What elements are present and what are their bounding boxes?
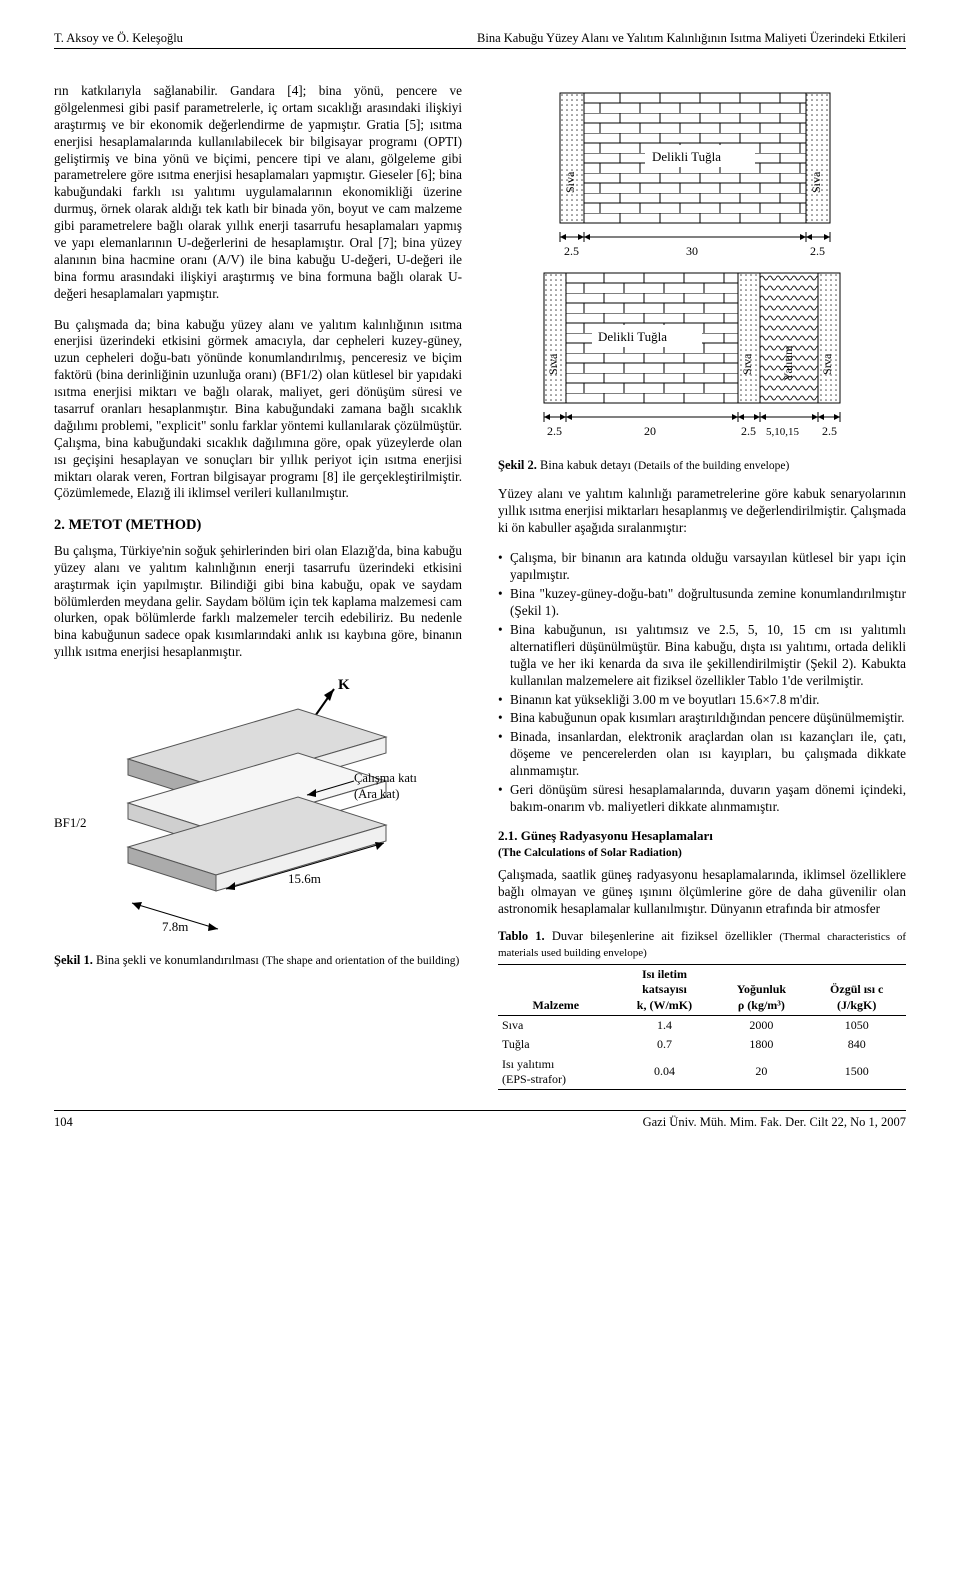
assumption-item: Binada, insanlardan, elektronik araçlard… [498,729,906,780]
left-column: rın katkılarıyla sağlanabilir. Gandara [… [54,83,462,1090]
table-header-cell: Yoğunlukρ (kg/m³) [715,964,807,1015]
assumption-item: Bina kabuğunun opak kısımları araştırıld… [498,710,906,727]
dim-7-8: 7.8m [162,919,188,934]
assumption-item: Bina kabuğunun, ısı yalıtımsız ve 2.5, 5… [498,622,906,690]
intro-paragraph-2: Bu çalışmada da; bina kabuğu yüzey alanı… [54,317,462,503]
table-header-cell: Isı iletimkatsayısık, (W/mK) [614,964,716,1015]
svg-text:2.5: 2.5 [822,424,837,438]
table-cell: 20 [715,1055,807,1090]
table-1: MalzemeIsı iletimkatsayısık, (W/mK)Yoğun… [498,964,906,1091]
siva-mid-2: Sıva [740,353,754,375]
col2-paragraph-2: Çalışmada, saatlik güneş radyasyonu hesa… [498,867,906,918]
table-cell: 1500 [807,1055,906,1090]
table-cell: 840 [807,1035,906,1054]
two-column-layout: rın katkılarıyla sağlanabilir. Gandara [… [54,83,906,1090]
table-row: Isı yalıtımı(EPS-strafor)0.04201500 [498,1055,906,1090]
svg-text:20: 20 [644,424,656,438]
page-footer: 104 Gazi Üniv. Müh. Mim. Fak. Der. Cilt … [54,1110,906,1130]
header-right: Bina Kabuğu Yüzey Alanı ve Yalıtım Kalın… [477,30,906,46]
figure-2-bottom-svg: Delikli Tuğla Sıva Sıva Yalıtım Sıva [522,263,882,453]
footer-left: 104 [54,1114,73,1130]
figure-2-caption: Şekil 2. Bina kabuk detayı (Details of t… [498,457,906,474]
delikli-tugla-label-1: Delikli Tuğla [652,149,721,164]
svg-text:5,10,15: 5,10,15 [766,426,800,438]
figure-1-svg: K [54,675,394,935]
table-row: Tuğla0.71800840 [498,1035,906,1054]
table-cell: Sıva [498,1016,614,1036]
yalitim-label: Yalıtım [781,345,795,381]
bf-label: BF1/2 [54,815,87,830]
table-cell: 0.7 [614,1035,716,1054]
table-cell: 1.4 [614,1016,716,1036]
svg-text:2.5: 2.5 [564,244,579,258]
table-cell: Tuğla [498,1035,614,1054]
siva-right-1: Sıva [809,171,823,193]
col2-paragraph-1: Yüzey alanı ve yalıtım kalınlığı paramet… [498,486,906,537]
figure-1-building: K [54,675,462,969]
right-column: Delikli Tuğla Sıva Sıva [498,83,906,1090]
svg-text:2.5: 2.5 [547,424,562,438]
figure-1-caption: Şekil 1. Bina şekli ve konumlandırılması… [54,952,462,969]
svg-text:2.5: 2.5 [810,244,825,258]
assumption-item: Geri dönüşüm süresi hesaplamalarında, du… [498,782,906,816]
table-row: Sıva1.420001050 [498,1016,906,1036]
assumption-item: Çalışma, bir binanın ara katında olduğu … [498,550,906,584]
assumption-item: Bina "kuzey-güney-doğu-batı" doğrultusun… [498,586,906,620]
method-paragraph: Bu çalışma, Türkiye'nin soğuk şehirlerin… [54,543,462,661]
table-cell: Isı yalıtımı(EPS-strafor) [498,1055,614,1090]
delikli-tugla-label-2: Delikli Tuğla [598,329,667,344]
assumption-item: Binanın kat yüksekliği 3.00 m ve boyutla… [498,692,906,709]
footer-right: Gazi Üniv. Müh. Mim. Fak. Der. Cilt 22, … [643,1114,906,1130]
table-cell: 1050 [807,1016,906,1036]
table-cell: 2000 [715,1016,807,1036]
calisma-kati-label: Çalışma katı (Ara kat) [354,770,464,802]
siva-right-2: Sıva [820,353,834,375]
svg-text:2.5: 2.5 [741,424,756,438]
dim-15-6: 15.6m [288,871,321,886]
siva-left-2: Sıva [546,353,560,375]
figure-2: Delikli Tuğla Sıva Sıva [498,83,906,474]
table-cell: 0.04 [614,1055,716,1090]
assumptions-list: Çalışma, bir binanın ara katında olduğu … [498,550,906,815]
figure-2-top-svg: Delikli Tuğla Sıva Sıva [522,83,882,263]
section-2-1-heading: 2.1. Güneş Radyasyonu Hesaplamaları (The… [498,828,906,861]
table-header-cell: Malzeme [498,964,614,1015]
siva-left-1: Sıva [563,171,577,193]
north-label: K [338,677,350,693]
table-header-cell: Özgül ısı c(J/kgK) [807,964,906,1015]
table-1-title: Tablo 1. Duvar bileşenlerine ait fizikse… [498,928,906,960]
table-cell: 1800 [715,1035,807,1054]
header-left: T. Aksoy ve Ö. Keleşoğlu [54,30,183,46]
section-2-heading: 2. METOT (METHOD) [54,516,462,535]
svg-text:30: 30 [686,244,698,258]
intro-paragraph-1: rın katkılarıyla sağlanabilir. Gandara [… [54,83,462,303]
page-header: T. Aksoy ve Ö. Keleşoğlu Bina Kabuğu Yüz… [54,30,906,49]
